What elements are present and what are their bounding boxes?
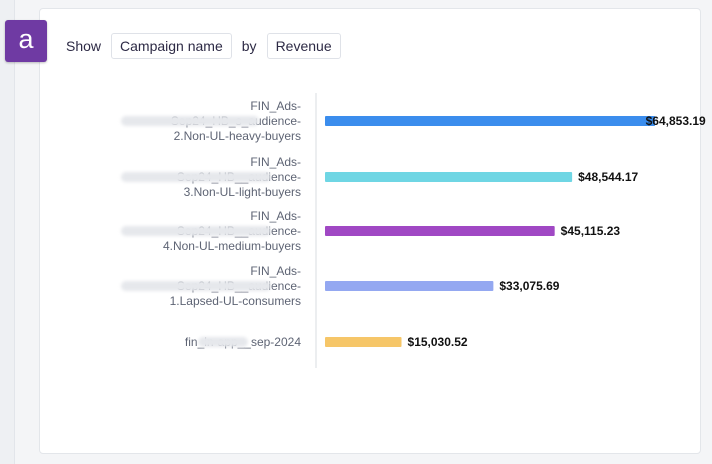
bar-1[interactable] <box>325 116 656 126</box>
redacted-text-3 <box>121 226 271 236</box>
redacted-text-2 <box>121 172 271 182</box>
chart-letter-badge: a <box>5 20 47 62</box>
chart-controls: Show Campaign name by Revenue <box>64 32 341 60</box>
show-label: Show <box>66 38 102 54</box>
bar-4[interactable] <box>325 281 494 291</box>
value-label-5: $15,030.52 <box>408 335 468 349</box>
value-label-1: $64,853.19 <box>646 114 706 128</box>
value-label-4: $33,075.69 <box>499 279 559 293</box>
redacted-text-1 <box>121 116 259 126</box>
left-rail <box>0 0 15 464</box>
bar-5[interactable] <box>325 337 402 347</box>
by-label: by <box>241 38 257 54</box>
metric-selector[interactable]: Revenue <box>266 33 341 59</box>
redacted-text-4 <box>121 281 271 291</box>
value-label-3: $45,115.23 <box>561 224 621 238</box>
bar-3[interactable] <box>325 226 555 236</box>
bar-2[interactable] <box>325 172 573 182</box>
dimension-selector[interactable]: Campaign name <box>111 33 232 59</box>
value-label-2: $48,544.17 <box>578 170 638 184</box>
redacted-text-5 <box>198 337 248 347</box>
